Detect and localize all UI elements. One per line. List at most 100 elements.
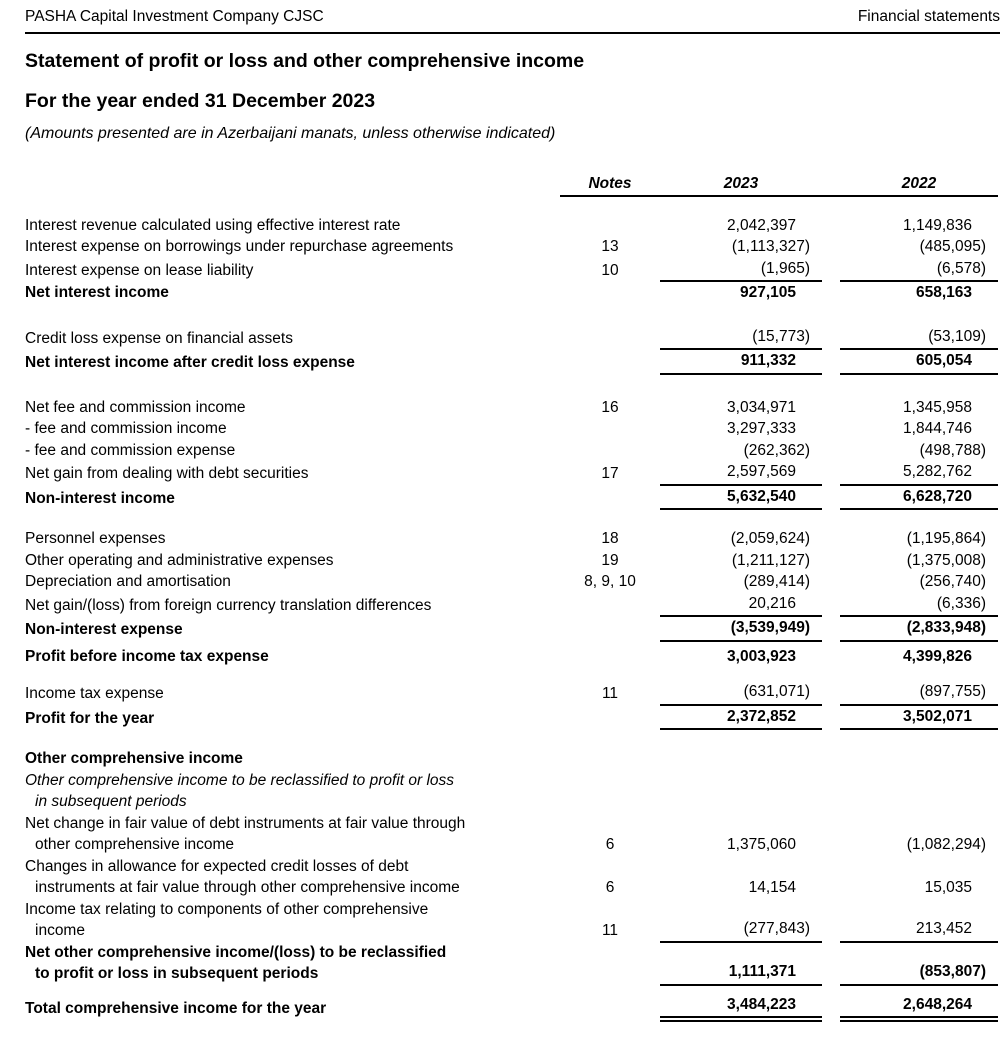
column-gap	[822, 770, 840, 813]
value-2023: (1,113,327)	[731, 238, 810, 255]
table-row: Net interest income 927,105 658,163	[25, 281, 998, 304]
value-2022: 213,452	[840, 898, 998, 943]
row-label: - fee and commission income	[25, 420, 227, 437]
row-note-ref: 8, 9, 10	[584, 573, 636, 590]
spacer-row	[25, 374, 998, 397]
row-label: Other comprehensive income to be reclass…	[25, 771, 455, 811]
value-2023: (277,843)	[660, 898, 822, 943]
row-note-ref: 19	[601, 551, 619, 569]
row-note-ref	[560, 942, 660, 985]
document-header: PASHA Capital Investment Company CJSC Fi…	[25, 8, 1000, 34]
row-label: Income tax expense	[25, 685, 164, 702]
row-label: Net gain/(loss) from foreign currency tr…	[25, 596, 432, 614]
column-gap	[822, 994, 840, 1020]
row-note-ref: 11	[601, 685, 619, 702]
spacer-cell	[25, 374, 998, 397]
table-row: Net interest income after credit loss ex…	[25, 349, 998, 375]
value-2023: 3,003,923	[727, 647, 796, 665]
row-note-ref	[560, 215, 660, 237]
row-note-ref: 17	[601, 465, 619, 482]
value-2022: (498,788)	[919, 441, 986, 459]
value-2023: 2,042,397	[727, 216, 796, 234]
table-row: Other operating and administrative expen…	[25, 550, 998, 572]
value-2022: (1,375,008)	[906, 551, 986, 569]
table-header-row: Notes 2023 2022	[25, 173, 998, 197]
spacer-row	[25, 729, 998, 748]
table-row: Income tax expense 11 (631,071) (897,755)	[25, 681, 998, 706]
value-2022: 658,163	[915, 284, 972, 301]
value-2023: 1,375,060	[727, 836, 796, 853]
value-2022: 6,628,720	[840, 484, 998, 510]
value-2022: (1,195,864)	[906, 530, 986, 547]
row-note-ref: 6	[605, 836, 615, 853]
value-2023: 3,034,971	[727, 398, 796, 416]
column-gap	[822, 418, 840, 440]
statement-title: Statement of profit or loss and other co…	[25, 50, 585, 72]
value-2023	[660, 748, 822, 770]
value-2022: (6,336)	[840, 592, 998, 617]
row-label: Other comprehensive income	[25, 750, 243, 767]
table-row: Profit before income tax expense 3,003,92…	[25, 646, 998, 668]
column-gap	[822, 856, 840, 899]
value-2022: (6,578)	[840, 257, 998, 282]
spacer-row	[25, 509, 998, 528]
value-2023: 20,216	[660, 592, 822, 617]
column-gap	[822, 550, 840, 572]
table-row: Total comprehensive income for the year 3…	[25, 993, 998, 1022]
spacer-cell	[25, 304, 998, 326]
spacer-row	[25, 985, 998, 994]
column-gap	[822, 349, 840, 374]
row-note-ref: 13	[601, 238, 619, 255]
value-2023: 3,297,333	[727, 420, 796, 437]
column-gap	[822, 571, 840, 593]
row-label: Other operating and administrative expen…	[25, 551, 334, 569]
table-row: Interest expense on borrowings under rep…	[25, 236, 998, 258]
table-row: Other comprehensive income	[25, 748, 998, 770]
column-gap	[822, 485, 840, 510]
value-2022: (485,095)	[919, 238, 986, 255]
column-gap	[822, 593, 840, 617]
spacer-cell	[25, 667, 998, 681]
value-2023: 911,332	[660, 349, 822, 375]
table-row: Changes in allowance for expected credit…	[25, 856, 998, 899]
row-label: Net interest income	[25, 284, 169, 301]
table-row: - fee and commission income 3,297,333 1,84…	[25, 418, 998, 440]
row-note-ref	[560, 418, 660, 440]
row-note-ref	[560, 349, 660, 374]
column-gap	[822, 748, 840, 770]
row-label: Total comprehensive income for the year	[25, 999, 327, 1017]
row-label: Changes in allowance for expected credit…	[25, 857, 460, 897]
row-label: Interest expense on borrowings under rep…	[25, 238, 454, 255]
column-gap	[822, 236, 840, 258]
column-gap	[822, 258, 840, 282]
column-gap	[822, 461, 840, 485]
column-gap	[822, 681, 840, 705]
company-name: PASHA Capital Investment Company CJSC	[25, 8, 324, 25]
row-label: Income tax relating to components of oth…	[25, 900, 429, 940]
profit-loss-table: Notes 2023 2022 Interest revenue calcula…	[25, 173, 998, 1022]
column-gap	[822, 281, 840, 304]
col-header-gap	[822, 173, 840, 197]
column-gap	[822, 616, 840, 641]
column-gap	[822, 326, 840, 350]
row-label: Interest expense on lease liability	[25, 261, 254, 279]
row-label: Non-interest income	[25, 489, 175, 507]
value-2023: (631,071)	[660, 681, 822, 706]
table-row: Profit for the year 2,372,852 3,502,071	[25, 704, 998, 730]
statement-table-body: Notes 2023 2022 Interest revenue calcula…	[25, 173, 998, 1022]
value-2022: 1,149,836	[903, 216, 972, 234]
value-2022: 5,282,762	[840, 461, 998, 486]
row-note-ref: 16	[601, 398, 619, 416]
value-2023: 5,632,540	[660, 484, 822, 510]
row-label: Net interest income after credit loss ex…	[25, 354, 355, 371]
value-2023: (15,773)	[660, 325, 822, 350]
spacer-row	[25, 667, 998, 681]
spacer-row	[25, 304, 998, 326]
row-note-ref: 11	[601, 922, 619, 939]
value-2022: 2,648,264	[840, 993, 998, 1022]
table-row: Credit loss expense on financial assets (…	[25, 325, 998, 350]
spacer-cell	[25, 509, 998, 528]
value-2022	[840, 748, 998, 770]
col-header-empty	[25, 173, 560, 196]
